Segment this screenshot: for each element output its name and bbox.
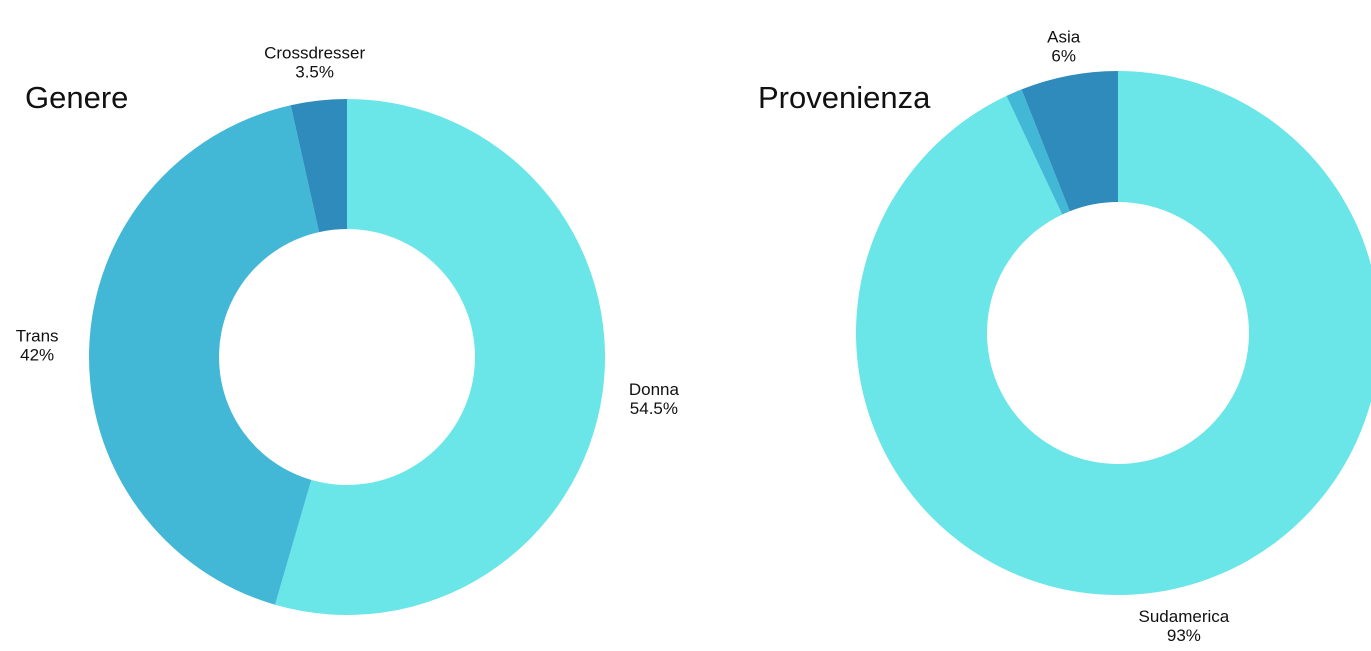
slice-label: Sudamerica bbox=[1139, 607, 1230, 626]
slice-label: Trans bbox=[16, 327, 59, 346]
slice-value-label: 42% bbox=[20, 346, 54, 365]
donut-slice bbox=[856, 71, 1371, 595]
slice-value-label: 3.5% bbox=[295, 62, 334, 81]
slice-value-label: 93% bbox=[1167, 626, 1201, 645]
donut-slice bbox=[275, 99, 605, 616]
donut-slice bbox=[1021, 71, 1118, 212]
slice-value-label: 54.5% bbox=[630, 399, 678, 418]
slice-label: Asia bbox=[1047, 28, 1081, 47]
slice-label: Crossdresser bbox=[264, 43, 365, 62]
donut-slice bbox=[89, 105, 320, 605]
slice-value-label: 6% bbox=[1051, 47, 1076, 66]
slice-label: Donna bbox=[629, 380, 680, 399]
chart-title: Genere bbox=[25, 80, 128, 115]
chart-title: Provenienza bbox=[758, 80, 931, 115]
donut-slice bbox=[1006, 89, 1070, 215]
donut-slice bbox=[290, 99, 347, 233]
